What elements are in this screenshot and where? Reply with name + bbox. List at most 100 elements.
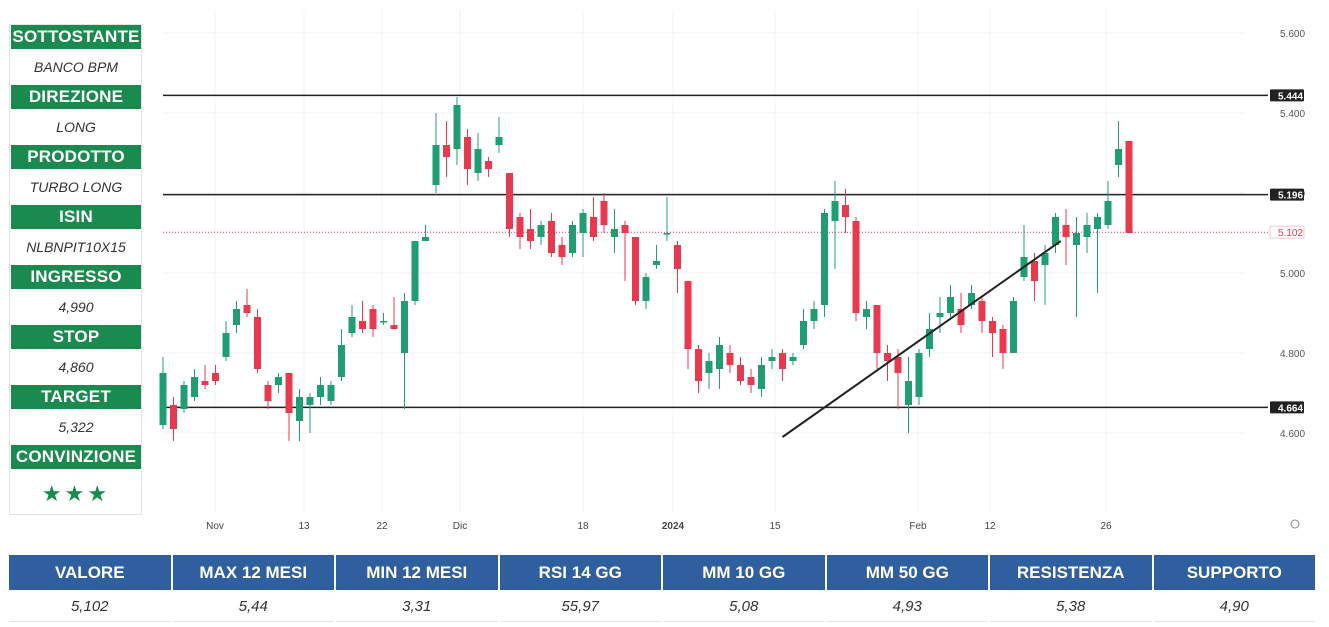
stat-header: MIN 12 MESI (336, 555, 498, 590)
sottostante-label: SOTTOSTANTE (11, 25, 141, 49)
candle-down (464, 137, 471, 169)
candle-up (1010, 301, 1017, 353)
current-price-label: 5.102 (1278, 228, 1303, 239)
stop-label: STOP (11, 325, 141, 349)
candle-up (653, 261, 660, 265)
candle-up (537, 225, 545, 237)
candle-up (905, 381, 912, 405)
candle-up (180, 385, 188, 409)
candlestick-chart: 5.6005.4005.2005.0004.8004.6005.4445.196… (159, 10, 1305, 532)
level-price-tag (1270, 401, 1304, 414)
candle-up (663, 233, 671, 235)
candle-down (1062, 225, 1070, 237)
candle-down (369, 309, 377, 329)
candle-down (632, 237, 639, 301)
level-price-label: 5.196 (1278, 191, 1303, 202)
candle-up (1115, 149, 1122, 165)
candle-down (254, 317, 261, 369)
stop-value: 4,860 (58, 359, 94, 375)
stat-header: RESISTENZA (990, 555, 1152, 590)
candle-up (1083, 225, 1091, 237)
stat-value: 4,90 (1153, 592, 1315, 622)
candle-up (233, 309, 240, 325)
candle-down (558, 245, 566, 257)
candle-down (264, 385, 272, 401)
candle-up (947, 297, 954, 313)
candle-up (705, 361, 713, 373)
candle-down (684, 281, 692, 349)
candle-up (642, 277, 650, 301)
candle-down (695, 349, 702, 381)
candle-up (159, 373, 167, 425)
candle-down (999, 329, 1007, 353)
candle-down (516, 217, 524, 237)
chart-grid (163, 10, 1245, 512)
candle-down (894, 357, 902, 373)
y-tick-label: 5.400 (1280, 109, 1305, 120)
direzione-label: DIREZIONE (11, 85, 141, 109)
candle-down (989, 321, 996, 333)
candle-down (212, 373, 219, 381)
candle-down (621, 225, 629, 233)
candle-down (485, 161, 492, 169)
star-rating-icon: ★★★ (41, 481, 111, 506)
candle-down (779, 353, 786, 369)
convinzione-label: CONVINZIONE (11, 445, 141, 469)
candle-down (957, 309, 965, 325)
candle-up (348, 317, 356, 333)
candle-up (495, 137, 503, 145)
candle-up (306, 397, 314, 405)
candle-down (842, 205, 849, 217)
x-tick-label: 15 (769, 521, 781, 532)
candle-down (359, 321, 366, 329)
stat-value: 5,44 (172, 592, 334, 622)
x-tick-label: 26 (1100, 521, 1112, 532)
stat-value: 5,102 (9, 592, 171, 622)
candle-down (852, 221, 860, 313)
horizontal-levels (163, 94, 1268, 409)
candle-down (170, 405, 177, 429)
candle-up (191, 377, 198, 397)
candle-up (936, 313, 944, 317)
stat-value: 3,31 (336, 592, 498, 622)
y-tick-label: 4.600 (1280, 429, 1305, 440)
sottostante-value: BANCO BPM (33, 59, 118, 75)
candle-up (569, 225, 576, 253)
stat-header: MM 50 GG (826, 555, 988, 590)
level-price-tag (1270, 188, 1304, 201)
prodotto-value: TURBO LONG (29, 179, 123, 195)
isin-label: ISIN (11, 205, 141, 229)
stat-value: 4,93 (826, 592, 988, 622)
candle-up (800, 321, 807, 345)
target-label: TARGET (11, 385, 141, 409)
candle-up (411, 241, 419, 301)
level-price-label: 4.664 (1278, 403, 1303, 414)
stat-header: SUPPORTO (1153, 555, 1315, 590)
trade-info-panel: SOTTOSTANTE BANCO BPM DIREZIONE LONG PRO… (9, 24, 142, 515)
stat-value: 55,97 (499, 592, 661, 622)
candle-down (726, 353, 734, 365)
candle-up (926, 329, 933, 349)
y-tick-label: 4.800 (1280, 349, 1305, 360)
candle-up (821, 213, 828, 305)
level-price-tag (1270, 89, 1304, 102)
candle-up (611, 229, 618, 237)
candle-down (390, 325, 398, 329)
trendline-segment (781, 240, 1062, 438)
x-tick-label: Dic (453, 521, 467, 532)
candle-down (978, 301, 986, 321)
candle-down (884, 353, 891, 361)
candle-up (338, 345, 345, 377)
candle-down (243, 305, 251, 313)
stat-header: MM 10 GG (663, 555, 825, 590)
x-tick-label: 18 (577, 521, 589, 532)
prodotto-label: PRODOTTO (11, 145, 141, 169)
stat-header: VALORE (9, 555, 171, 590)
candle-down (201, 381, 209, 385)
candle-down (1125, 141, 1133, 233)
candle-down (600, 201, 608, 225)
candle-down (285, 373, 293, 413)
candle-up (432, 145, 440, 185)
candle-up (789, 357, 797, 361)
time-axis: 16Nov1322Dic18202415Feb1226 (206, 519, 1300, 532)
